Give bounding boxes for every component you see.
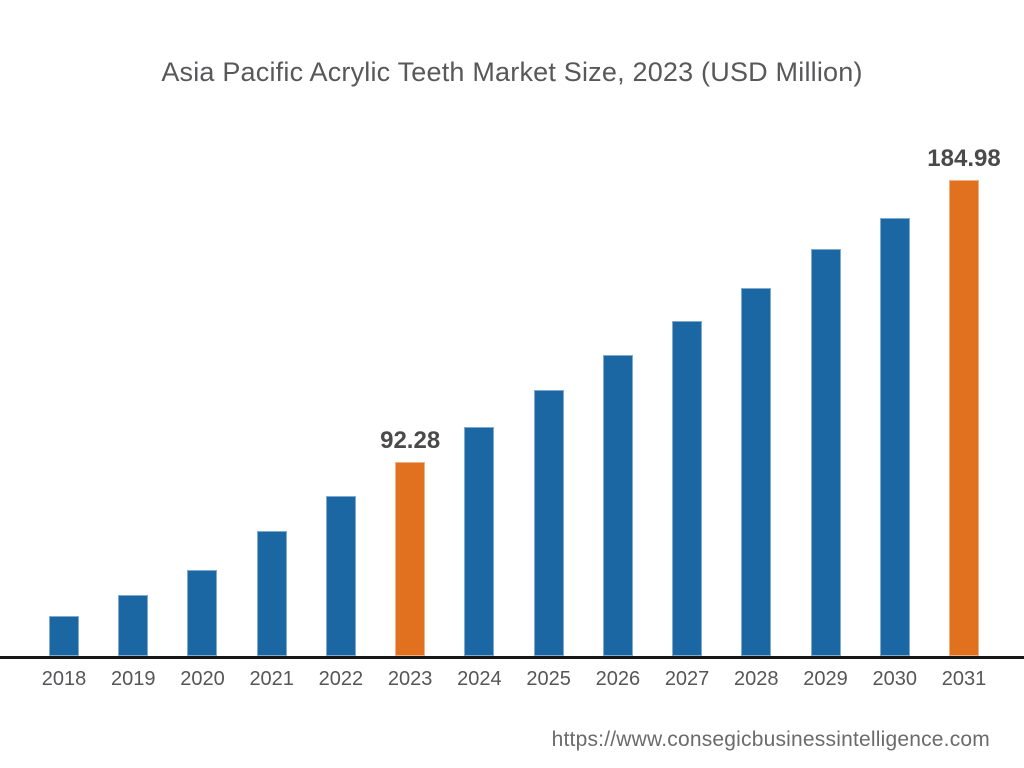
x-axis-labels: 2018 2019 2020 2021 2022 2023 2024 2025 2026 2027… [0,668,1024,698]
bar-2030 [879,218,910,656]
bar-2024 [464,427,495,656]
source-url: https://www.consegicbusinessintelligence… [551,728,990,751]
bar-2023 [395,462,426,656]
bar-2026 [602,355,633,656]
x-tick-2030: 2030 [872,668,918,690]
bar-2029 [810,249,841,656]
value-label-2031: 184.98 [927,145,1001,172]
x-tick-2031: 2031 [941,668,987,690]
bar-2025 [533,390,564,656]
x-tick-2020: 2020 [180,668,225,690]
x-axis-line [0,656,1024,659]
x-tick-2029: 2029 [803,668,848,690]
x-tick-2025: 2025 [526,668,571,690]
plot-area: 92.28 184.98 [49,145,1001,656]
x-tick-2023: 2023 [387,668,433,690]
x-tick-2024: 2024 [457,668,502,690]
bar-2027 [672,321,703,656]
chart-title: Asia Pacific Acrylic Teeth Market Size, … [161,57,863,87]
x-tick-2027: 2027 [664,668,710,690]
bar-2031 [949,180,979,656]
bar-2028 [741,288,772,656]
bar-2022 [325,496,356,656]
x-tick-2028: 2028 [734,668,779,690]
x-tick-2021: 2021 [249,668,294,690]
value-label-2023: 92.28 [380,427,441,454]
bar-2020 [187,570,218,656]
x-tick-2022: 2022 [318,668,364,690]
x-tick-2019: 2019 [110,668,156,690]
x-tick-2018: 2018 [41,668,87,690]
bar-2018 [49,616,79,656]
bar-2019 [118,595,149,656]
x-tick-2026: 2026 [595,668,641,690]
bar-2021 [256,531,287,656]
